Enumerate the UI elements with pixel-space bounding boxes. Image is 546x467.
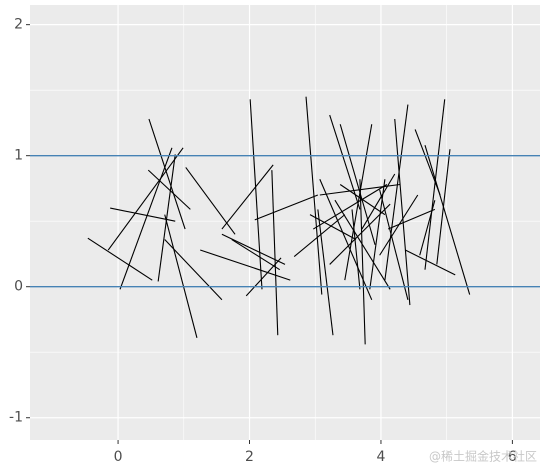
needle <box>317 209 334 336</box>
needle <box>293 214 346 257</box>
needle <box>414 129 441 196</box>
needle <box>379 189 409 300</box>
needle <box>319 183 401 196</box>
needle <box>221 164 274 230</box>
panel <box>30 5 540 440</box>
needle <box>344 124 373 281</box>
x-tick-label: 0 <box>114 449 123 465</box>
needle <box>424 99 446 270</box>
needle <box>384 104 409 281</box>
watermark: @稀土掘金技术社区 <box>429 449 537 464</box>
needle <box>271 170 279 336</box>
needle <box>157 154 176 282</box>
needle <box>424 145 471 295</box>
needle <box>164 239 223 301</box>
y-tick-label: 2 <box>14 17 23 33</box>
needle <box>254 194 319 221</box>
needle <box>329 114 361 210</box>
needle <box>87 237 153 281</box>
needle <box>312 184 388 230</box>
needle <box>359 179 366 345</box>
needle <box>394 118 411 306</box>
needle <box>436 149 451 265</box>
y-tick-label: -1 <box>9 410 23 426</box>
y-tick-label: 0 <box>14 279 23 295</box>
needle <box>164 214 198 338</box>
needle <box>351 209 361 290</box>
needle <box>387 208 436 230</box>
x-tick-label: 4 <box>376 449 385 465</box>
needle <box>339 184 386 216</box>
needle <box>110 207 176 222</box>
needle <box>231 239 281 271</box>
needle <box>147 169 191 210</box>
needle <box>369 179 386 290</box>
x-tick-label: 2 <box>245 449 254 465</box>
x-tick-label: 6 <box>508 449 517 465</box>
needle <box>405 249 456 276</box>
needle <box>148 118 186 230</box>
needle <box>309 214 357 241</box>
needle <box>361 173 396 230</box>
needle <box>107 147 184 251</box>
needle <box>221 233 286 265</box>
needle <box>245 257 282 297</box>
needle <box>119 147 173 290</box>
needle <box>305 96 323 295</box>
needle <box>329 203 391 265</box>
y-tick-label: 1 <box>14 148 23 164</box>
